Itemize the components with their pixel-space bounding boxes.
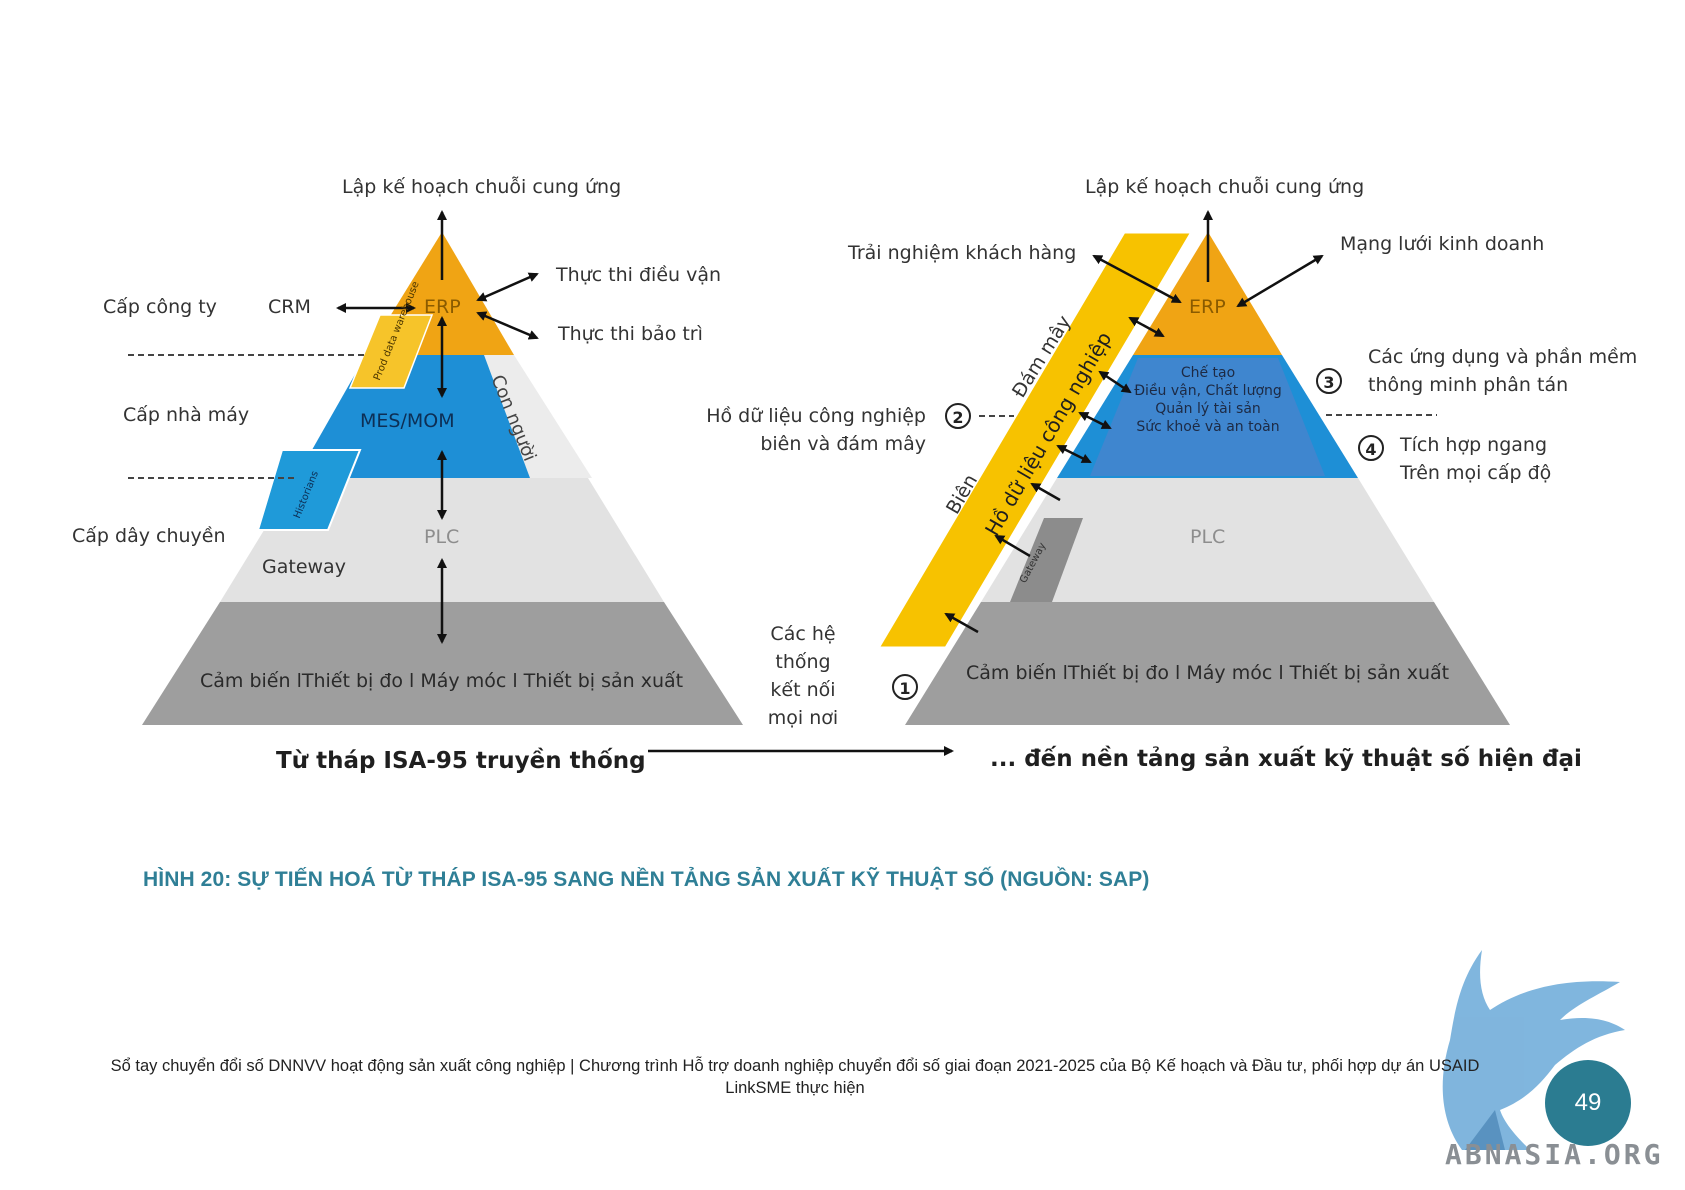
right-mes-line-4: Sức khoẻ và an toàn: [1136, 419, 1280, 435]
right-apps-line-1: Các ứng dụng và phần mềm: [1368, 346, 1638, 368]
right-integration-label: Tích hợp ngang Trên mọi cấp độ: [1400, 431, 1551, 487]
badge-1: 1: [892, 674, 918, 700]
page-number-badge: 49: [1545, 1060, 1631, 1146]
right-lake-label: Hồ dữ liệu công nghiệp biên và đám mây: [700, 402, 926, 458]
left-historians: [256, 449, 362, 531]
right-gateway-block: [1010, 518, 1083, 602]
left-exec-maintenance-label: Thực thi bảo trì: [558, 323, 703, 345]
left-exec-logistics-label: Thực thi điều vận: [556, 264, 722, 286]
left-gateway-label: Gateway: [262, 556, 346, 578]
footer-line-1: Sổ tay chuyển đổi số DNNVV hoạt động sản…: [110, 1057, 1480, 1075]
eagle-logo-icon: [1442, 950, 1625, 1150]
watermark-text: ABNASIA.ORG: [1445, 1138, 1664, 1171]
left-plc-label: PLC: [424, 526, 460, 548]
svg-text:3: 3: [1323, 373, 1334, 392]
right-pyramid-title: ... đến nền tảng sản xuất kỹ thuật số hi…: [990, 746, 1582, 772]
left-mes-label: MES/MOM: [360, 410, 455, 432]
right-connected-line-3: kết nối: [770, 679, 836, 701]
badge-3: 3: [1316, 368, 1342, 394]
page-footer: Sổ tay chuyển đổi số DNNVV hoạt động sản…: [40, 1055, 1550, 1099]
right-mes-line-2: Điều vận, Chất lượng: [1134, 383, 1282, 399]
right-connected-line-4: mọi nơi: [767, 707, 839, 729]
left-crm-label: CRM: [268, 296, 311, 318]
right-lake-line-2: biên và đám mây: [760, 433, 926, 455]
left-layer-people: [484, 355, 592, 478]
level-company-label: Cấp công ty: [103, 296, 217, 318]
right-plc-label: PLC: [1190, 526, 1226, 548]
level-line-label: Cấp dây chuyền: [72, 525, 226, 547]
right-customer-label: Trải nghiệm khách hàng: [848, 242, 1077, 264]
right-lake-line-1: Hồ dữ liệu công nghiệp: [706, 405, 926, 427]
svg-text:4: 4: [1365, 440, 1376, 459]
svg-text:1: 1: [899, 679, 910, 698]
badge-2: 2: [945, 403, 971, 429]
right-connected-line-1: Các hệ: [770, 623, 836, 645]
left-layer-devices: [142, 602, 743, 725]
right-connected-label: Các hệ thống kết nối mọi nơi: [758, 620, 848, 732]
left-erp-label: ERP: [424, 296, 461, 318]
left-pyramid: [128, 210, 743, 725]
right-layer-devices: [905, 602, 1510, 725]
right-integration-line-1: Tích hợp ngang: [1400, 434, 1548, 456]
right-top-label: Lập kế hoạch chuỗi cung ứng: [1085, 176, 1365, 198]
right-network-label: Mạng lưới kinh doanh: [1340, 233, 1545, 255]
right-pyramid: [875, 210, 1510, 725]
left-devices-label: Cảm biến lThiết bị đo l Máy móc l Thiết …: [200, 670, 684, 692]
left-top-label: Lập kế hoạch chuỗi cung ứng: [342, 176, 622, 198]
right-integration-line-2: Trên mọi cấp độ: [1400, 462, 1552, 484]
left-pyramid-title: Từ tháp ISA-95 truyền thống: [276, 748, 646, 774]
right-mes-line-1: Chế tạo: [1180, 365, 1236, 381]
right-layer-erp: [1133, 232, 1282, 355]
right-erp-label: ERP: [1189, 296, 1226, 318]
badge-4: 4: [1358, 435, 1384, 461]
right-cloud-band: [875, 230, 1195, 650]
right-connected-line-2: thống: [775, 651, 831, 673]
right-mes-inner: [1090, 358, 1325, 476]
svg-text:2: 2: [952, 408, 963, 427]
footer-line-2: LinkSME thực hiện: [725, 1079, 865, 1097]
right-mes-line-3: Quản lý tài sản: [1155, 401, 1261, 417]
right-devices-label: Cảm biến lThiết bị đo l Máy móc l Thiết …: [966, 662, 1450, 684]
left-prod-warehouse: [348, 314, 434, 389]
figure-caption: HÌNH 20: SỰ TIẾN HOÁ TỪ THÁP ISA-95 SANG…: [143, 868, 1150, 891]
right-apps-line-2: thông minh phân tán: [1368, 374, 1569, 396]
level-plant-label: Cấp nhà máy: [123, 404, 250, 426]
right-layer-plc: [981, 478, 1434, 602]
right-apps-label: Các ứng dụng và phần mềm thông minh phân…: [1368, 343, 1637, 399]
right-mes-block: Chế tạo Điều vận, Chất lượng Quản lý tài…: [1128, 364, 1288, 436]
